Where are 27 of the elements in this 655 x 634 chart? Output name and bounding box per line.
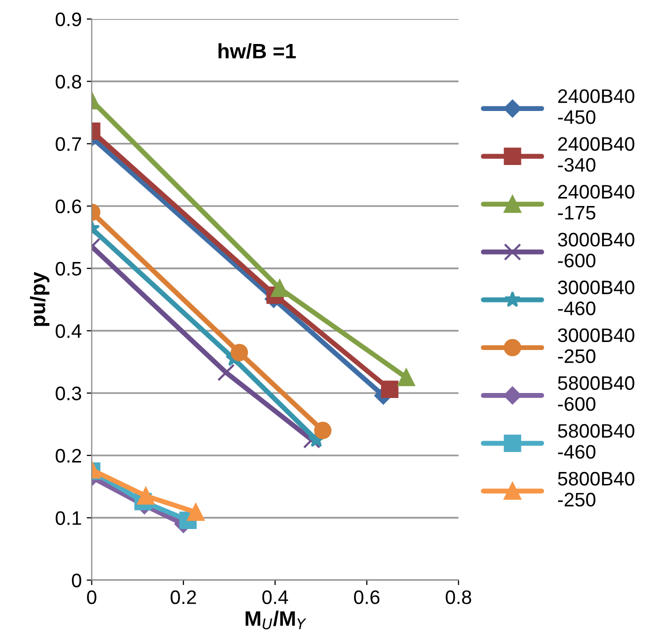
x-tick-label: 0.2 — [170, 590, 196, 604]
y-tick-label: 0.5 — [56, 262, 82, 276]
legend-label: 2400B40-175 — [558, 184, 634, 220]
legend-label: 5800B40-600 — [558, 376, 634, 411]
x-tick-label: 0.4 — [262, 590, 288, 604]
legend-label: 3000B40-600 — [558, 232, 634, 268]
y-tick-label: 0 — [72, 574, 82, 588]
x-axis-title: M$_{U}$/M$_{Y}$ — [246, 610, 306, 630]
annotation: hw/B =1 — [218, 43, 296, 59]
x-tick-label: 0.8 — [446, 590, 472, 604]
y-tick-label: 0.9 — [56, 12, 82, 26]
y-tick-label: 0.6 — [56, 200, 82, 214]
x-tick-label: 0 — [87, 590, 96, 604]
legend-label: 3000B40-250 — [558, 328, 634, 364]
legend-label: 2400B40-340 — [558, 137, 634, 172]
legend-label: 2400B40-450 — [558, 89, 634, 124]
y-tick-label: 0.4 — [56, 324, 82, 338]
legend-label: 5800B40-250 — [558, 472, 634, 507]
legend-label: 5800B40-460 — [558, 424, 634, 459]
x-tick-label: 0.6 — [354, 590, 380, 604]
y-tick-label: 0.7 — [56, 137, 82, 151]
legend-label: 3000B40-460 — [558, 280, 634, 316]
y-tick-label: 0.3 — [56, 386, 82, 400]
y-tick-label: 0.8 — [56, 74, 82, 89]
y-tick-label: 0.1 — [56, 511, 82, 526]
y-tick-label: 0.2 — [56, 448, 82, 463]
y-axis-title: pu/py — [30, 272, 50, 326]
